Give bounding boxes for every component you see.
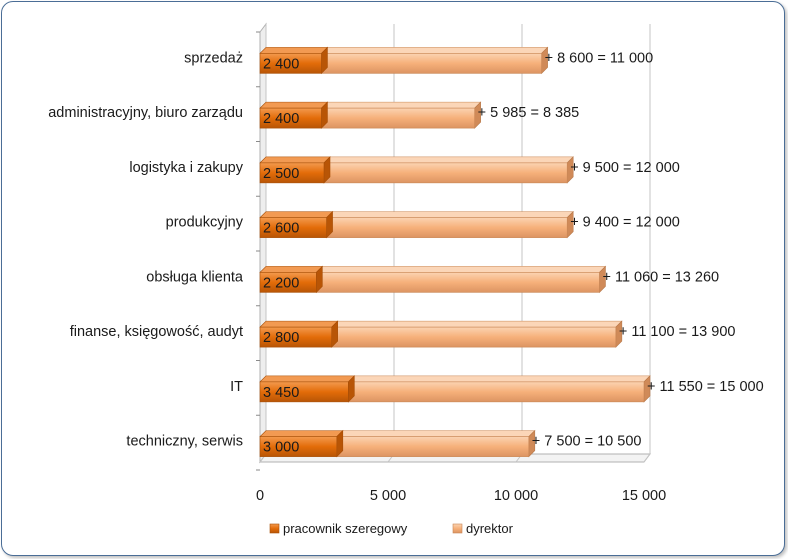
x-tick-label: 0 xyxy=(256,488,264,504)
bar-pracownik-top xyxy=(259,320,339,328)
value-label-dyrektor: + 11 550 = 15 000 xyxy=(647,379,764,395)
legend: pracownik szeregowy dyrektor xyxy=(269,521,514,536)
value-label-dyrektor: + 9 400 = 12 000 xyxy=(570,215,680,231)
bar-group: 2 600 + 9 400 = 12 000 xyxy=(259,210,680,239)
value-label-dyrektor: + 7 500 = 10 500 xyxy=(532,434,642,450)
value-label-dyrektor: + 11 060 = 13 260 xyxy=(602,269,719,285)
bar-pracownik-top xyxy=(259,211,334,218)
bar-pracownik-top xyxy=(259,156,331,164)
bar-dyrektor-top xyxy=(347,375,651,383)
bar-dyrektor-top xyxy=(320,47,549,54)
bar-pracownik xyxy=(259,53,322,74)
value-label-dyrektor: + 11 100 = 13 900 xyxy=(619,324,736,340)
bar-group: 2 500 + 9 500 = 12 000 xyxy=(259,156,680,184)
bar-dyrektor-top xyxy=(315,266,607,273)
category-label: produkcyjny xyxy=(166,215,244,231)
bar-dyrektor xyxy=(348,381,645,403)
bar-dyrektor xyxy=(326,217,568,238)
bar-group: 2 400 + 5 985 = 8 385 xyxy=(259,101,580,129)
bar-dyrektor-top xyxy=(323,156,574,164)
bar-pracownik-top xyxy=(259,47,329,54)
bar-pracownik-top xyxy=(259,430,344,437)
bar-pracownik xyxy=(259,162,325,184)
bar-pracownik-top xyxy=(259,266,324,273)
legend-label-0: pracownik szeregowy xyxy=(283,521,408,536)
category-label: techniczny, serwis xyxy=(126,434,243,450)
value-label-pracownik: 2 800 xyxy=(263,330,299,346)
category-label: logistyka i zakupy xyxy=(129,160,243,176)
bar-dyrektor xyxy=(336,436,530,457)
category-label: finanse, księgowość, audyt xyxy=(70,324,243,340)
x-tick-label: 15 000 xyxy=(622,488,666,504)
value-label-pracownik: 3 450 xyxy=(263,385,299,401)
category-label: administracyjny, biuro zarządu xyxy=(48,105,243,121)
bar-dyrektor xyxy=(321,53,542,74)
bar-group: 3 000 + 7 500 = 10 500 xyxy=(259,429,642,458)
bar-dyrektor xyxy=(321,107,475,129)
category-label: sprzedaż xyxy=(184,50,243,66)
value-label-dyrektor: + 8 600 = 11 000 xyxy=(545,50,654,66)
bar-group: 2 400 + 8 600 = 11 000 xyxy=(259,46,654,75)
x-tick-label: 5 000 xyxy=(370,488,406,504)
value-label-pracownik: 2 200 xyxy=(263,275,299,291)
gridline-floor-3 xyxy=(643,453,651,463)
value-label-pracownik: 2 600 xyxy=(263,221,299,237)
bar-pracownik xyxy=(259,107,322,129)
category-label: IT xyxy=(230,379,243,395)
bar-group: 2 200 + 11 060 = 13 260 xyxy=(259,265,719,294)
plot-walls xyxy=(259,22,651,464)
legend-swatch-1 xyxy=(452,523,463,534)
bar-dyrektor xyxy=(323,162,568,184)
bar-pracownik-top xyxy=(259,375,356,383)
bar-pracownik xyxy=(259,436,338,457)
bar-pracownik xyxy=(259,272,317,293)
legend-label-1: dyrektor xyxy=(466,521,514,536)
category-label: obsługa klienta xyxy=(146,269,244,285)
bar-dyrektor-top xyxy=(336,430,536,437)
value-label-pracownik: 3 000 xyxy=(263,440,299,456)
bar-pracownik-top xyxy=(259,101,329,109)
value-label-pracownik: 2 400 xyxy=(263,111,299,127)
bar-pracownik xyxy=(259,326,332,348)
value-label-dyrektor: + 5 985 = 8 385 xyxy=(478,105,580,121)
value-label-pracownik: 2 500 xyxy=(263,166,299,182)
value-label-pracownik: 2 400 xyxy=(263,56,299,72)
x-tick-label: 10 000 xyxy=(494,488,538,504)
bar-dyrektor-top xyxy=(330,320,623,328)
bars: 2 400 + 8 600 = 11 000 2 400 + 5 985 = 8 38… xyxy=(259,46,764,458)
bar-dyrektor-top xyxy=(325,211,574,218)
bar-group: 2 800 + 11 100 = 13 900 xyxy=(259,320,736,348)
legend-swatch-0 xyxy=(269,523,280,534)
bar-dyrektor-top xyxy=(320,101,482,109)
bar-group: 3 450 + 11 550 = 15 000 xyxy=(259,375,764,403)
bar-dyrektor xyxy=(331,326,617,348)
bar-pracownik xyxy=(259,217,327,238)
bar-pracownik xyxy=(259,381,349,403)
category-labels: sprzedaż administracyjny, biuro zarządu lo… xyxy=(48,50,244,449)
gridlines xyxy=(256,24,651,471)
x-tick-labels: 0 5 000 10 000 15 000 xyxy=(256,488,666,504)
bar-dyrektor xyxy=(316,272,600,293)
value-label-dyrektor: + 9 500 = 12 000 xyxy=(570,160,680,176)
